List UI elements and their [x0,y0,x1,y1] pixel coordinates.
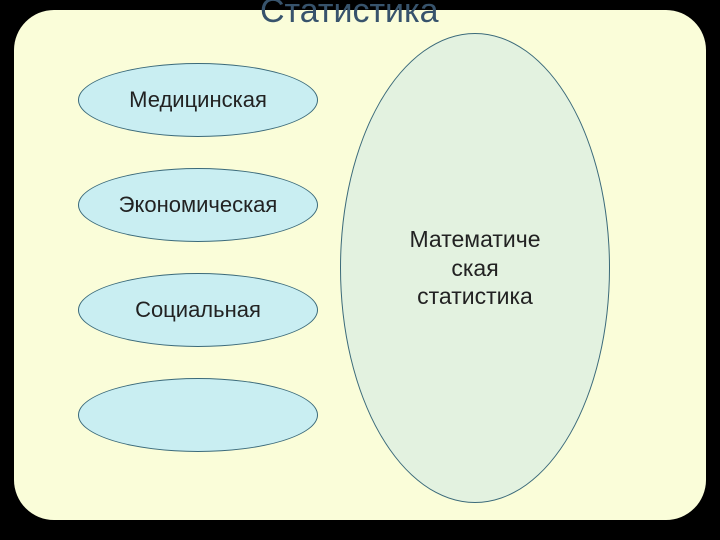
category-ellipse-label: Социальная [135,297,261,323]
category-ellipse-label: Экономическая [119,192,278,218]
category-ellipse [78,378,318,452]
main-ellipse: Математиче ская статистика [340,33,610,503]
main-ellipse-label: Математиче ская статистика [409,225,540,311]
category-ellipse-label: Медицинская [129,87,267,113]
diagram-title: Статистика [260,0,439,31]
category-ellipse: Экономическая [78,168,318,242]
category-ellipse: Социальная [78,273,318,347]
category-ellipse: Медицинская [78,63,318,137]
